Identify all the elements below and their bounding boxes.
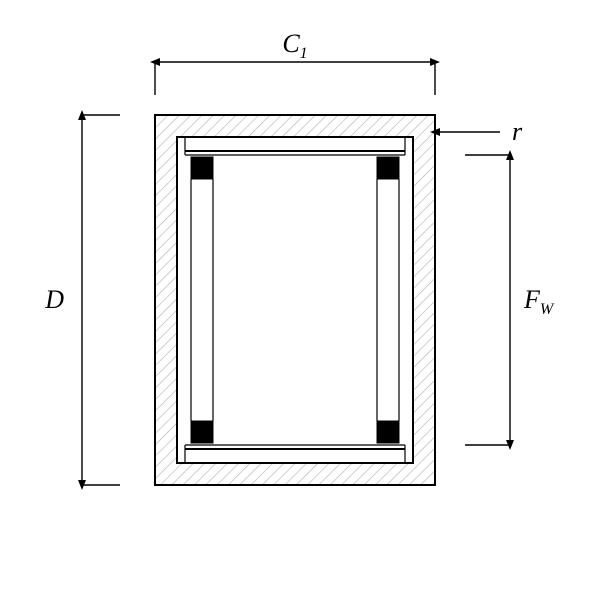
- dim-label-d: D: [44, 285, 64, 314]
- dim-label-c1: C1: [282, 29, 307, 62]
- dim-label-fw: FW: [523, 285, 555, 318]
- bearing-cross-section-diagram: C1 r D FW: [0, 0, 600, 600]
- dim-label-r: r: [512, 117, 523, 146]
